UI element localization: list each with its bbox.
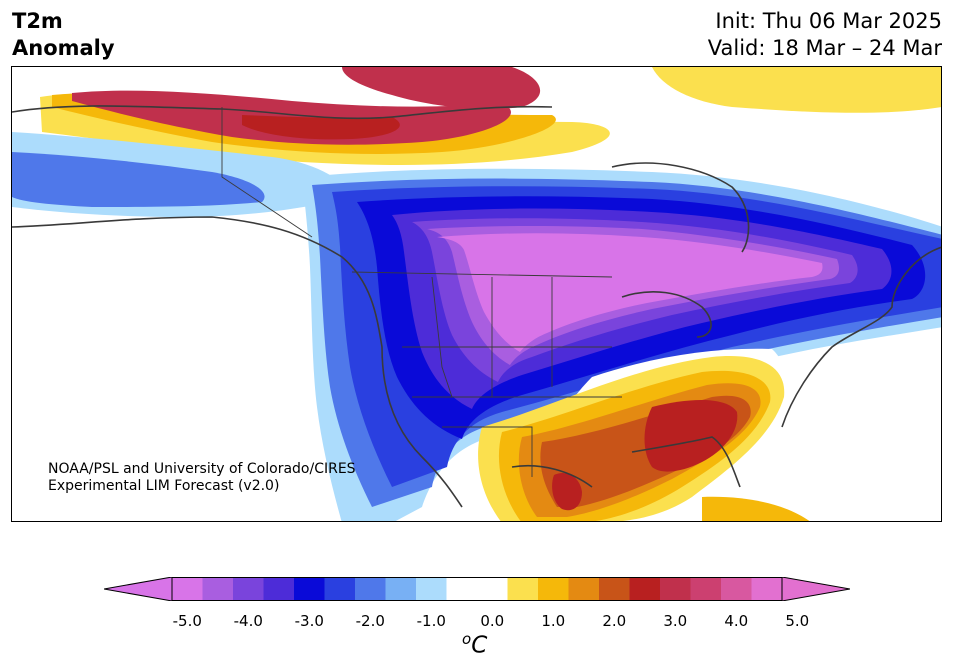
unit-degree-symbol: o (462, 630, 472, 648)
colorbar-cell (172, 577, 203, 601)
greenland-yellow (652, 67, 941, 113)
colorbar-cell (721, 577, 752, 601)
cuba-warm (702, 496, 810, 521)
colorbar-tick-label: -4.0 (233, 612, 263, 630)
colorbar-tick-label: 3.0 (663, 612, 688, 630)
colorbar-tick-label: 2.0 (602, 612, 627, 630)
colorbar-cell (538, 577, 569, 601)
colorbar-cell (233, 577, 264, 601)
colorbar-cell (324, 577, 356, 601)
colorbar-tick-label: -1.0 (416, 612, 446, 630)
political-borders (221, 107, 622, 477)
cold-magenta-max (437, 233, 823, 352)
colorbar-tick-label: -2.0 (355, 612, 385, 630)
colorbar-cells (172, 577, 783, 601)
coastlines (12, 105, 941, 508)
valid-range: Valid: 18 Mar – 24 Mar (707, 36, 942, 60)
colorbar-cell (294, 577, 325, 601)
colorbar-high-extension (781, 577, 850, 601)
init-date: Init: Thu 06 Mar 2025 (715, 9, 942, 33)
colorbar-cell (477, 577, 508, 601)
colorbar-cell (751, 577, 783, 601)
title-line-variable: T2m (12, 9, 63, 33)
colorbar-cell (385, 577, 417, 601)
unit-label: oC (462, 630, 487, 659)
colorbar (104, 577, 850, 601)
colorbar-cell (599, 577, 630, 601)
colorbar-cell (629, 577, 661, 601)
colorbar-cell (568, 577, 600, 601)
colorbar-cell (507, 577, 539, 601)
colorbar-tick-label: 0.0 (480, 612, 505, 630)
colorbar-cell (355, 577, 386, 601)
colorbar-cell (202, 577, 234, 601)
alaska-blue (12, 152, 265, 207)
colorbar-outline (171, 577, 783, 601)
credit-line-1: NOAA/PSL and University of Colorado/CIRE… (48, 461, 356, 477)
colorbar-cell (263, 577, 295, 601)
title-line-anomaly: Anomaly (12, 36, 115, 60)
colorbar-tick-label: 5.0 (785, 612, 810, 630)
credit-line-2: Experimental LIM Forecast (v2.0) (48, 478, 280, 494)
forecast-dates: Init: Thu 06 Mar 2025 Valid: 18 Mar – 24… (708, 8, 942, 62)
colorbar-cell (690, 577, 722, 601)
colorbar-cell (446, 577, 478, 601)
colorbar-cell (660, 577, 691, 601)
colorbar-tick-label: -5.0 (172, 612, 202, 630)
colorbar-tick-label: 1.0 (541, 612, 566, 630)
baffin-white (612, 102, 870, 167)
arctic-crimson-core (242, 115, 400, 140)
unit-celsius: C (471, 632, 488, 659)
colorbar-cell (416, 577, 447, 601)
texas-red-core (552, 472, 582, 511)
colorbar-tick-label: -3.0 (294, 612, 324, 630)
colorbar-low-extension (104, 577, 173, 601)
arctic-island-warm (342, 67, 541, 109)
florida-red-core (644, 400, 738, 472)
anomaly-map (11, 66, 942, 522)
credit-text: NOAA/PSL and University of Colorado/CIRE… (48, 461, 356, 495)
map-title: T2m Anomaly (12, 8, 115, 62)
colorbar-tick-label: 4.0 (724, 612, 749, 630)
map-canvas (12, 67, 941, 521)
